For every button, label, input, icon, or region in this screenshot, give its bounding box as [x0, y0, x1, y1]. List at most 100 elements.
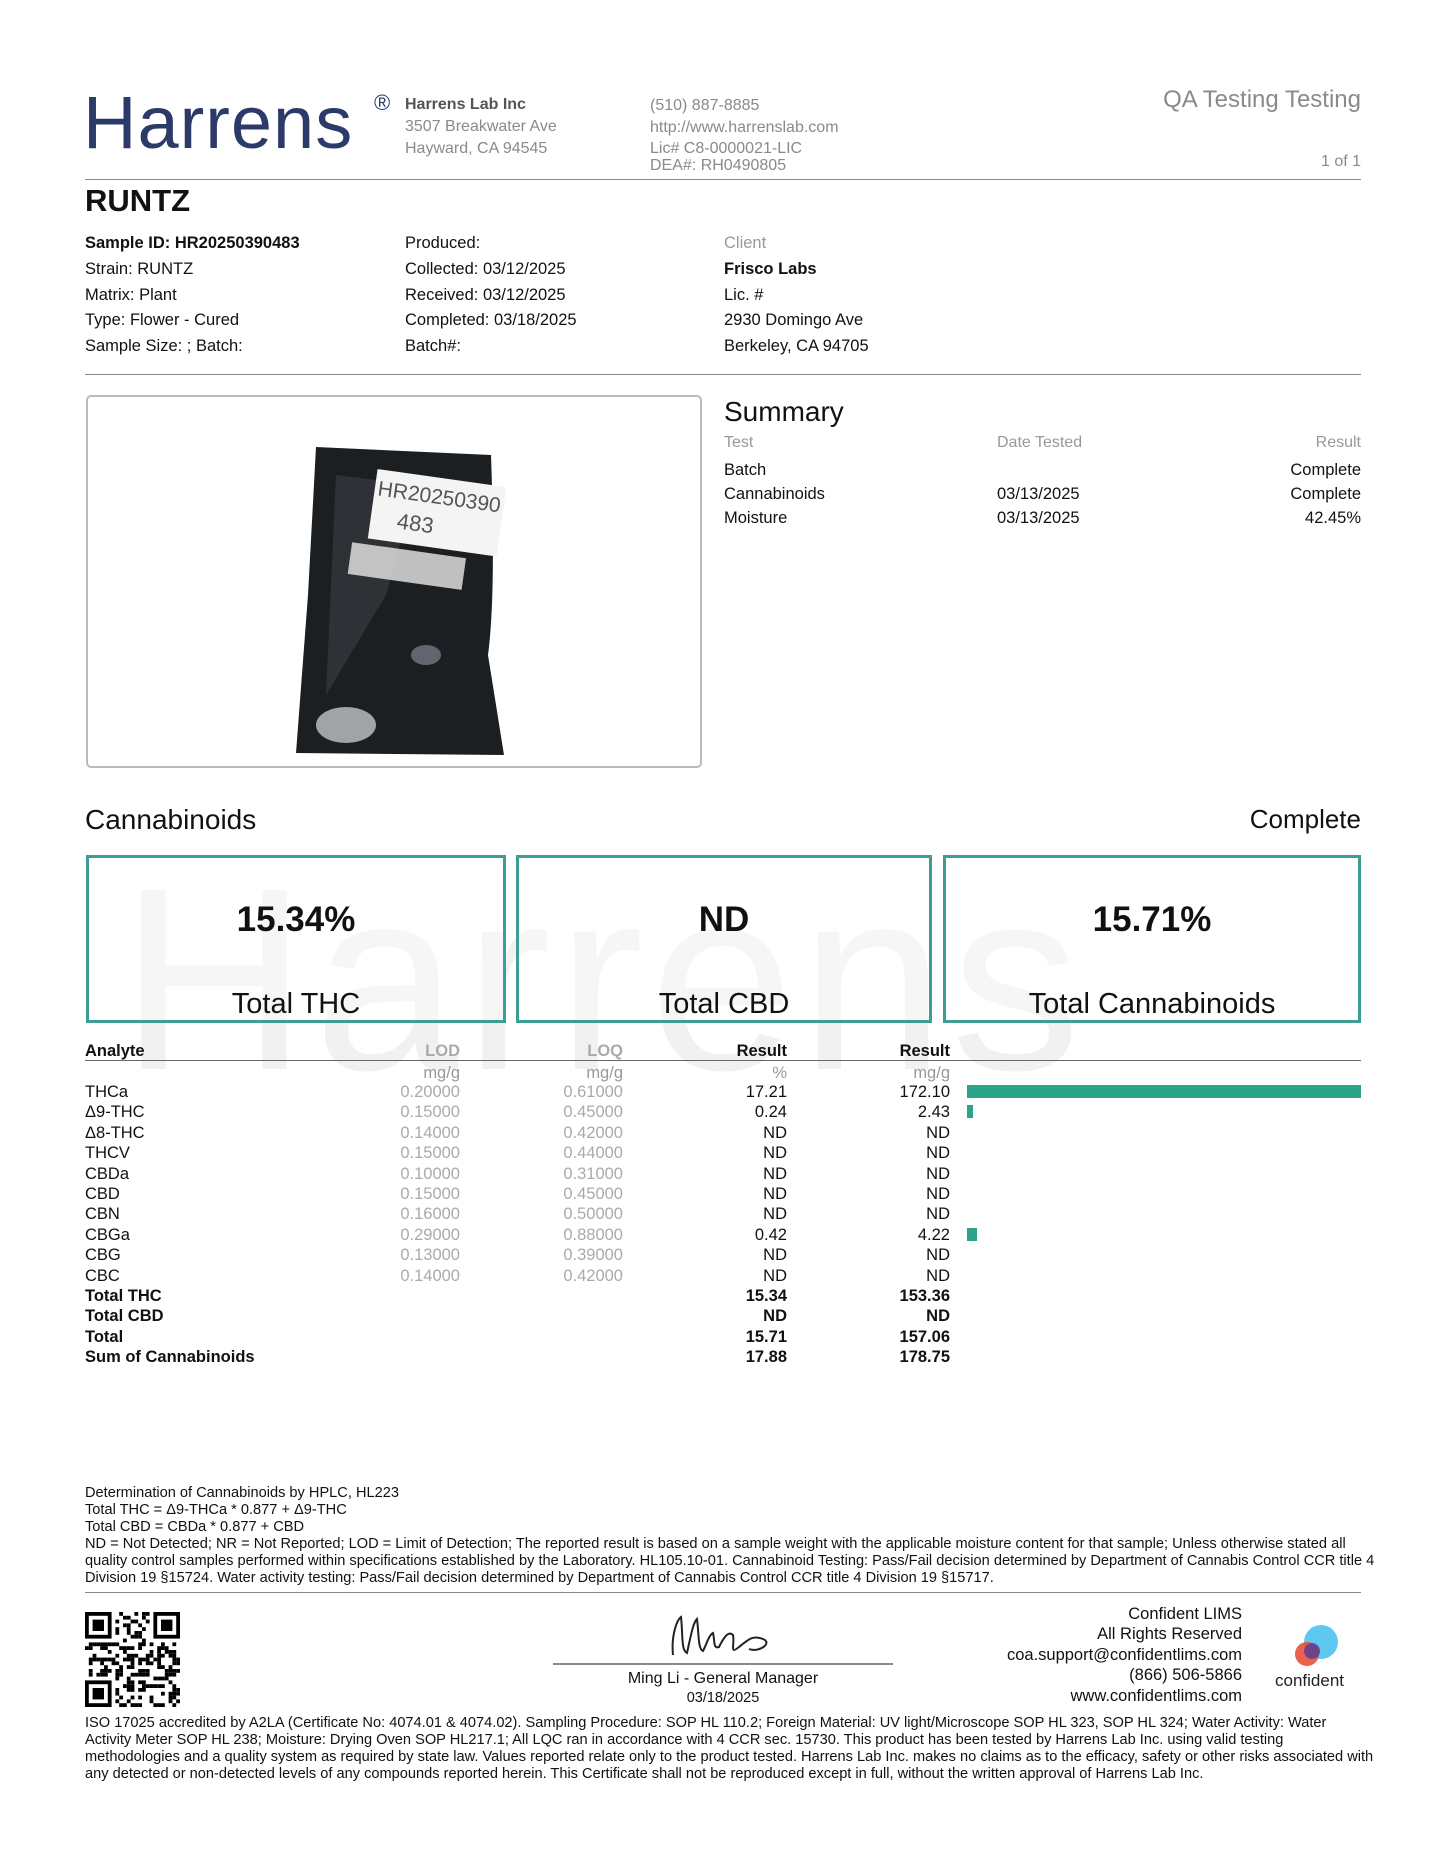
divider — [85, 374, 1361, 375]
total-box: 15.71% Total Cannabinoids — [943, 855, 1361, 1023]
divider — [85, 1592, 1361, 1593]
qr-module — [134, 1612, 139, 1616]
qr-module — [161, 1642, 165, 1647]
client-detail: 2930 Domingo Ave — [724, 311, 864, 329]
total-label: Total CBD — [658, 988, 790, 1020]
qr-module — [104, 1657, 108, 1662]
qr-module — [142, 1672, 146, 1677]
qr-module — [142, 1680, 146, 1685]
qr-module — [107, 1650, 112, 1654]
qr-module — [149, 1695, 154, 1700]
table-cell: 0.14000 — [400, 1266, 460, 1285]
company-address: 3507 Breakwater Ave — [405, 118, 557, 135]
sample-date: Collected: 03/12/2025 — [405, 260, 566, 278]
qr-module — [145, 1661, 150, 1666]
qr-module — [145, 1672, 150, 1677]
result-bar — [967, 1227, 977, 1241]
note: ND = Not Detected; NR = Not Reported; LO… — [85, 1536, 1375, 1586]
qr-module — [157, 1665, 161, 1669]
qr-module — [88, 1672, 93, 1677]
qr-module — [92, 1688, 104, 1700]
column-unit: % — [772, 1064, 787, 1082]
table-cell: 0.31000 — [563, 1164, 623, 1183]
qr-module — [88, 1657, 93, 1662]
qr-module — [92, 1657, 97, 1662]
qr-module — [149, 1653, 154, 1658]
table-cell: ND — [926, 1205, 950, 1224]
qr-module — [130, 1695, 135, 1700]
qr-module — [92, 1619, 104, 1631]
qr-module — [161, 1691, 165, 1696]
qr-module — [176, 1688, 180, 1692]
qr-module — [176, 1691, 180, 1696]
qr-module — [149, 1699, 154, 1704]
table-cell: THCa — [85, 1083, 129, 1101]
qr-module — [172, 1703, 177, 1707]
qr-module — [145, 1653, 150, 1658]
qr-module — [164, 1650, 169, 1654]
qr-module — [161, 1619, 173, 1631]
table-cell: 0.29000 — [400, 1225, 460, 1244]
qr-module — [145, 1657, 150, 1662]
table-cell: CBG — [85, 1246, 121, 1265]
qr-module — [126, 1684, 131, 1688]
column-header: LOQ — [587, 1042, 623, 1060]
table-cell: 0.15000 — [400, 1103, 460, 1122]
table-cell: 0.42 — [754, 1225, 787, 1244]
total-label: Total Cannabinoids — [1028, 988, 1276, 1020]
table-cell: 0.88000 — [563, 1225, 623, 1244]
qr-module — [88, 1646, 93, 1650]
qr-module — [100, 1657, 104, 1662]
qr-module — [119, 1703, 123, 1707]
qr-module — [172, 1642, 177, 1647]
qr-module — [126, 1699, 131, 1704]
table-cell: 17.21 — [745, 1083, 787, 1101]
qr-module — [115, 1627, 120, 1631]
qr-module — [142, 1642, 146, 1647]
qr-module — [138, 1631, 142, 1635]
qr-module — [138, 1688, 142, 1692]
table-cell: ND — [763, 1185, 787, 1203]
qr-module — [123, 1638, 127, 1643]
qr-module — [123, 1623, 127, 1628]
lims-logo: confident — [1275, 1671, 1344, 1690]
table-cell: 0.39000 — [563, 1246, 623, 1265]
qr-module — [96, 1657, 101, 1662]
table-cell: THCV — [85, 1144, 130, 1163]
qr-module — [119, 1672, 123, 1677]
qr-module — [126, 1680, 131, 1685]
table-cell: 17.88 — [745, 1348, 787, 1367]
qr-module — [157, 1684, 161, 1688]
table-cell: 0.45000 — [563, 1185, 623, 1203]
qr-module — [111, 1642, 116, 1647]
qr-module — [126, 1631, 131, 1635]
qr-module — [161, 1684, 165, 1688]
summary-date: 03/13/2025 — [997, 485, 1080, 503]
qr-module — [100, 1642, 104, 1647]
column-unit: mg/g — [586, 1064, 623, 1082]
total-box: ND Total CBD — [516, 855, 932, 1023]
column-unit: mg/g — [423, 1064, 460, 1082]
qr-module — [111, 1661, 116, 1666]
summary-result: 42.45% — [1305, 509, 1361, 527]
table-cell: 0.50000 — [563, 1205, 623, 1224]
total-value: 15.71% — [1092, 900, 1212, 939]
result-bar — [967, 1105, 973, 1119]
table-cell: ND — [763, 1266, 787, 1285]
qr-module — [104, 1646, 108, 1650]
qr-module — [161, 1665, 165, 1669]
qr-module — [168, 1665, 173, 1669]
qr-module — [149, 1684, 154, 1688]
section-title: Cannabinoids — [85, 804, 257, 835]
qr-module — [115, 1676, 120, 1681]
qr-module — [138, 1680, 142, 1685]
qr-module — [138, 1669, 142, 1673]
qr-module — [92, 1642, 97, 1647]
qr-module — [119, 1695, 123, 1700]
table-rule — [85, 1060, 1361, 1061]
qr-module — [111, 1657, 116, 1662]
qr-module — [145, 1669, 150, 1673]
table-cell: ND — [926, 1266, 950, 1285]
qr-module — [138, 1642, 142, 1647]
summary-test: Cannabinoids — [724, 485, 825, 503]
